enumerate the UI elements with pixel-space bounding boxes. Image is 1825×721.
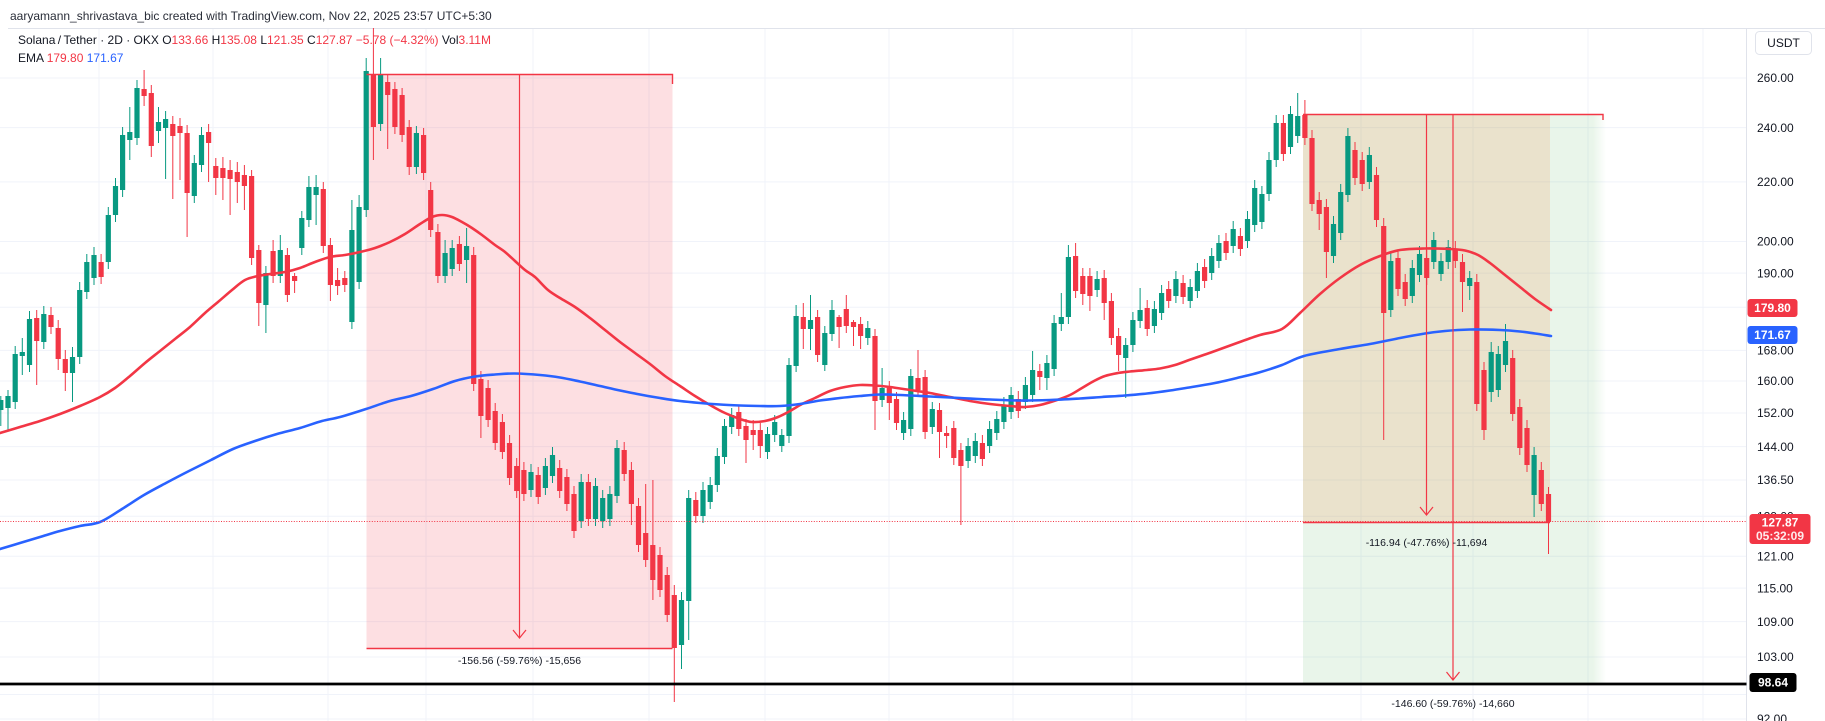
svg-text:220.00: 220.00 — [1757, 175, 1794, 189]
svg-text:USDT: USDT — [1767, 36, 1800, 50]
svg-text:136.50: 136.50 — [1757, 473, 1794, 487]
svg-text:109.00: 109.00 — [1757, 615, 1794, 629]
svg-text:-156.56 (-59.76%) -15,656: -156.56 (-59.76%) -15,656 — [458, 655, 581, 667]
svg-text:98.64: 98.64 — [1758, 676, 1788, 690]
svg-text:171.67: 171.67 — [1754, 328, 1791, 342]
svg-text:115.00: 115.00 — [1757, 581, 1793, 595]
svg-text:160.00: 160.00 — [1757, 374, 1794, 388]
svg-text:200.00: 200.00 — [1757, 235, 1794, 249]
svg-text:92.00: 92.00 — [1757, 712, 1787, 721]
svg-text:103.00: 103.00 — [1757, 650, 1794, 664]
svg-text:121.00: 121.00 — [1757, 550, 1794, 564]
svg-text:190.00: 190.00 — [1757, 266, 1794, 280]
svg-text:05:32:09: 05:32:09 — [1756, 529, 1804, 543]
svg-text:127.87: 127.87 — [1762, 516, 1799, 530]
svg-text:240.00: 240.00 — [1757, 121, 1794, 135]
svg-text:260.00: 260.00 — [1757, 71, 1794, 85]
svg-text:aaryamann_shrivastava_bic crea: aaryamann_shrivastava_bic created with T… — [10, 9, 492, 23]
svg-text:168.00: 168.00 — [1757, 344, 1794, 358]
svg-text:144.00: 144.00 — [1757, 440, 1794, 454]
svg-text:179.80: 179.80 — [1754, 301, 1791, 315]
svg-text:152.00: 152.00 — [1757, 406, 1794, 420]
svg-text:EMA 179.80 171.67: EMA 179.80 171.67 — [18, 51, 124, 65]
svg-text:Solana / Tether · 2D · OKX O13: Solana / Tether · 2D · OKX O133.66 H135.… — [18, 33, 491, 47]
svg-text:-116.94 (-47.76%) -11,694: -116.94 (-47.76%) -11,694 — [1366, 537, 1488, 549]
svg-text:-146.60 (-59.76%) -14,660: -146.60 (-59.76%) -14,660 — [1391, 698, 1514, 710]
